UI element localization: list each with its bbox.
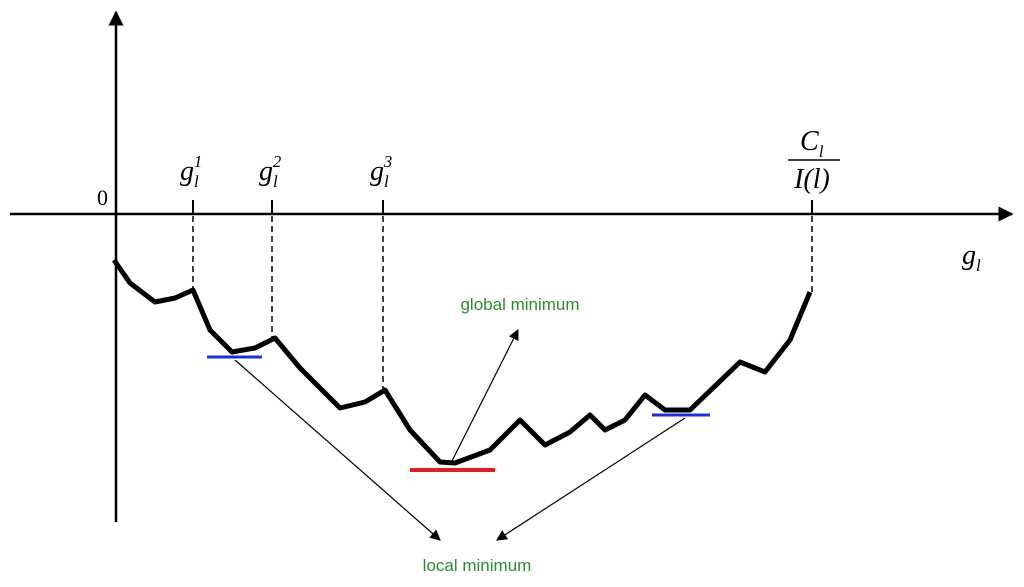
math-part: l	[384, 172, 389, 191]
tick-marks	[192, 200, 813, 214]
origin-label: 0	[97, 185, 108, 210]
math-part: g	[370, 156, 384, 187]
curve	[111, 258, 813, 466]
math-part: l	[976, 256, 981, 275]
math-part: g	[259, 156, 273, 187]
math-part: l	[194, 172, 199, 191]
axis-label: gl	[962, 240, 981, 275]
tick-label: gl3	[370, 152, 392, 191]
math-part: 1	[194, 152, 203, 171]
fraction-denominator: I(l)	[793, 164, 830, 195]
tick-label: gl1	[180, 152, 202, 191]
dashed-guides	[192, 216, 813, 390]
math-part: 3	[383, 152, 393, 171]
math-part: l	[819, 142, 824, 161]
global-minimum-label: global minimum	[460, 295, 579, 314]
fraction-numerator: Cl	[800, 126, 824, 161]
math-part: C	[800, 126, 819, 157]
math-part: g	[962, 240, 976, 271]
local-minimum-label: local minimum	[423, 556, 532, 575]
math-part: l	[273, 172, 278, 191]
tick-label: gl2	[259, 152, 282, 191]
math-part: g	[180, 156, 194, 187]
arrows	[234, 329, 686, 541]
math-part: 2	[273, 152, 282, 171]
